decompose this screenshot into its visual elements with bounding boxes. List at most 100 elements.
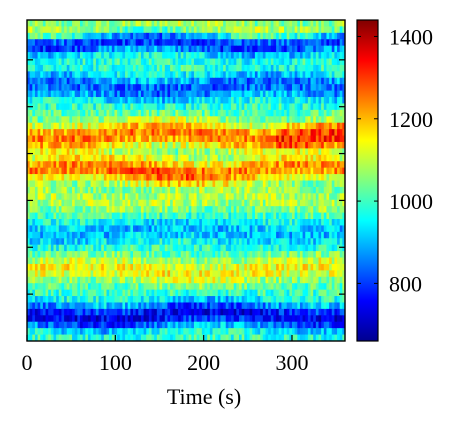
heatmap-cell [209, 154, 214, 162]
heatmap-cell [125, 58, 129, 66]
heatmap-cell [215, 116, 219, 124]
heatmap-cell [193, 238, 198, 246]
heatmap-cell [143, 39, 147, 47]
heatmap-cell [29, 26, 33, 34]
heatmap-cell [58, 129, 63, 137]
heatmap-cell [164, 141, 169, 149]
heatmap-cell [27, 186, 31, 194]
heatmap-cell [175, 206, 179, 214]
heatmap-cell [82, 71, 86, 79]
heatmap-cell [270, 135, 275, 143]
heatmap-cell [66, 180, 70, 188]
heatmap-cell [27, 141, 31, 149]
heatmap-cell [326, 20, 330, 28]
heatmap-cell [154, 39, 158, 47]
heatmap-cell [151, 52, 155, 60]
heatmap-cell [329, 77, 333, 85]
heatmap-cell [257, 20, 261, 28]
heatmap-cell [278, 276, 282, 284]
heatmap-cell [130, 270, 134, 278]
heatmap-cell [334, 206, 338, 214]
heatmap-cell [273, 193, 277, 201]
heatmap-cell [233, 129, 237, 137]
heatmap-cell [151, 231, 155, 239]
heatmap-cell [72, 257, 76, 265]
heatmap-cell [329, 45, 333, 53]
heatmap-cell [284, 212, 288, 220]
heatmap-cell [172, 161, 176, 169]
heatmap-cell [80, 174, 84, 182]
heatmap-cell [231, 206, 235, 214]
heatmap-cell [244, 45, 248, 53]
heatmap-cell [252, 238, 256, 246]
heatmap-cell [58, 174, 63, 182]
heatmap-cell [98, 64, 102, 72]
heatmap-cell [212, 206, 216, 214]
heatmap-cell [249, 257, 253, 265]
heatmap-cell [270, 97, 275, 105]
heatmap-cell [257, 26, 261, 34]
heatmap-cell [313, 109, 317, 117]
heatmap-cell [307, 193, 312, 201]
heatmap-cell [339, 84, 343, 92]
heatmap-cell [45, 141, 49, 149]
heatmap-cell [117, 167, 121, 175]
heatmap-cell [286, 219, 290, 227]
heatmap-cell [318, 103, 322, 111]
heatmap-cell [294, 231, 298, 239]
heatmap-cell [241, 32, 245, 40]
heatmap-cell [48, 167, 52, 175]
heatmap-cell [331, 103, 335, 111]
heatmap-cell [156, 186, 161, 194]
heatmap-cell [103, 122, 108, 130]
heatmap-cell [268, 251, 272, 259]
heatmap-cell [48, 122, 52, 130]
heatmap-cell [186, 238, 190, 246]
heatmap-cell [201, 238, 206, 246]
heatmap-cell [85, 109, 89, 117]
heatmap-cell [246, 174, 251, 182]
heatmap-cell [114, 64, 118, 72]
heatmap-cell [122, 26, 126, 34]
heatmap-cell [64, 20, 68, 28]
heatmap-cell [186, 77, 190, 85]
heatmap-cell [164, 186, 169, 194]
heatmap-cell [207, 32, 211, 40]
heatmap-cell [228, 84, 232, 92]
heatmap-cell [215, 238, 219, 246]
heatmap-cell [331, 39, 335, 47]
heatmap-cell [27, 263, 31, 271]
heatmap-cell [98, 90, 102, 98]
heatmap-cell [101, 64, 105, 72]
heatmap-cell [143, 219, 147, 227]
heatmap-cell [236, 251, 240, 259]
heatmap-cell [323, 58, 328, 66]
heatmap-cell [276, 270, 280, 278]
heatmap-cell [313, 52, 317, 60]
heatmap-cell [32, 193, 36, 201]
heatmap-cell [326, 212, 330, 220]
heatmap-cell [297, 276, 301, 284]
heatmap-cell [130, 122, 134, 130]
heatmap-cell [191, 103, 195, 111]
heatmap-cell [207, 97, 211, 105]
heatmap-cell [292, 58, 296, 66]
heatmap-cell [241, 26, 245, 34]
heatmap-cell [77, 270, 81, 278]
heatmap-cell [180, 26, 184, 34]
heatmap-cell [130, 141, 134, 149]
heatmap-cell [143, 186, 147, 194]
heatmap-cell [331, 129, 335, 137]
heatmap-cell [337, 103, 341, 111]
heatmap-cell [111, 122, 116, 130]
heatmap-cell [69, 174, 73, 182]
heatmap-cell [180, 122, 184, 130]
heatmap-cell [188, 32, 192, 40]
heatmap-cell [193, 199, 198, 207]
heatmap-cell [85, 64, 89, 72]
heatmap-cell [122, 39, 126, 47]
heatmap-cell [204, 135, 208, 143]
heatmap-cell [125, 193, 129, 201]
heatmap-cell [61, 97, 65, 105]
heatmap-cell [318, 161, 322, 169]
